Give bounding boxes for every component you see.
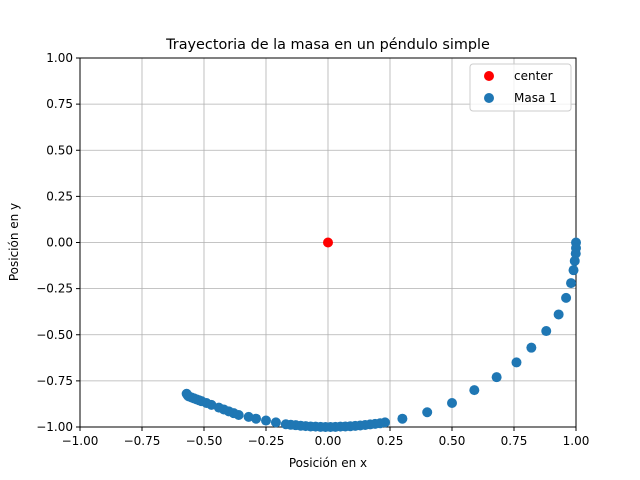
- legend-marker-masa-1: [484, 93, 494, 103]
- y-tick-label: −1.00: [36, 420, 73, 434]
- point-masa-1: [526, 342, 537, 353]
- data-points: [181, 237, 581, 432]
- point-masa-1: [569, 255, 580, 266]
- x-ticks: −1.00 −0.75 −0.50 −0.25 0.00 0.25 0.50 0.75 1.00: [62, 427, 590, 448]
- y-tick-label: 1.00: [46, 51, 73, 65]
- point-masa-1: [447, 398, 457, 409]
- legend-marker-center: [484, 71, 494, 81]
- point-masa-1: [561, 292, 572, 303]
- y-tick-label: −0.75: [36, 374, 73, 388]
- x-tick-label: −0.75: [124, 434, 161, 448]
- point-masa-1: [469, 385, 480, 396]
- point-masa-1: [568, 265, 579, 276]
- y-tick-label: 0.75: [46, 97, 73, 111]
- point-masa-1: [280, 419, 291, 430]
- legend-box: [469, 63, 572, 112]
- legend-label-masa-1: Masa 1: [514, 91, 557, 105]
- point-masa-1: [270, 417, 281, 428]
- y-tick-label: 0.00: [46, 236, 73, 250]
- point-masa-1: [541, 326, 552, 337]
- x-tick-label: 0.75: [501, 434, 528, 448]
- x-tick-label: −0.25: [248, 434, 285, 448]
- x-tick-label: 0.50: [439, 434, 466, 448]
- x-tick-label: −1.00: [62, 434, 99, 448]
- point-masa-1: [566, 278, 577, 289]
- point-masa-1: [570, 248, 581, 259]
- x-axis-label: Posición en x: [289, 456, 367, 470]
- point-masa-1: [397, 413, 408, 424]
- point-masa-1: [243, 411, 254, 422]
- y-axis-label: Posición en y: [7, 203, 21, 281]
- x-tick-label: 1.00: [563, 434, 590, 448]
- x-tick-label: −0.50: [186, 434, 223, 448]
- point-center: [323, 237, 333, 248]
- y-tick-label: 0.50: [46, 143, 73, 157]
- y-tick-label: 0.25: [46, 189, 73, 203]
- legend: center Masa 1: [469, 63, 572, 112]
- point-masa-1: [422, 407, 433, 418]
- y-tick-label: −0.50: [36, 328, 73, 342]
- point-masa-1: [261, 415, 271, 426]
- point-masa-1: [181, 388, 192, 399]
- point-masa-1: [511, 357, 522, 368]
- point-masa-1: [491, 372, 502, 383]
- x-tick-label: 0.00: [315, 434, 342, 448]
- chart-title: Trayectoria de la masa en un péndulo sim…: [165, 37, 490, 53]
- x-tick-label: 0.25: [377, 434, 404, 448]
- legend-label-center: center: [514, 69, 553, 83]
- y-ticks: −1.00 −0.75 −0.50 −0.25 0.00 0.25 0.50 0.75 1.00: [36, 51, 80, 434]
- point-masa-1: [553, 309, 564, 320]
- y-tick-label: −0.25: [36, 282, 73, 296]
